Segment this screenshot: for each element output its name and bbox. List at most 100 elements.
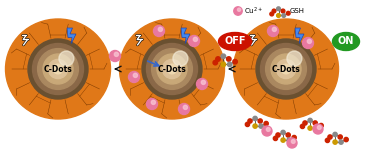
Ellipse shape <box>6 19 110 119</box>
Ellipse shape <box>119 19 225 119</box>
Circle shape <box>314 126 318 130</box>
Circle shape <box>318 126 321 129</box>
Circle shape <box>272 27 276 31</box>
Circle shape <box>147 98 158 109</box>
Circle shape <box>287 11 290 15</box>
Circle shape <box>178 103 189 114</box>
Circle shape <box>291 140 295 143</box>
Text: GSH: GSH <box>290 8 305 14</box>
Circle shape <box>151 100 155 104</box>
Circle shape <box>268 26 279 37</box>
Circle shape <box>282 14 286 17</box>
Circle shape <box>281 130 285 135</box>
Circle shape <box>339 140 343 144</box>
Circle shape <box>173 51 188 66</box>
Circle shape <box>319 123 323 128</box>
Circle shape <box>183 105 187 109</box>
Circle shape <box>157 54 187 84</box>
Circle shape <box>328 135 332 139</box>
Circle shape <box>226 57 231 61</box>
Circle shape <box>303 121 307 125</box>
Circle shape <box>333 132 337 137</box>
Circle shape <box>266 128 270 131</box>
Circle shape <box>114 52 118 56</box>
Circle shape <box>276 133 280 137</box>
Polygon shape <box>181 28 190 43</box>
Circle shape <box>153 26 164 37</box>
Circle shape <box>259 124 263 128</box>
Circle shape <box>313 124 323 134</box>
Circle shape <box>277 7 280 11</box>
Circle shape <box>307 39 311 43</box>
Circle shape <box>270 12 274 16</box>
Circle shape <box>158 27 163 31</box>
Circle shape <box>308 126 312 130</box>
Polygon shape <box>67 28 76 43</box>
Circle shape <box>302 37 313 48</box>
Circle shape <box>253 124 257 128</box>
Circle shape <box>271 54 301 84</box>
Ellipse shape <box>333 32 359 50</box>
Circle shape <box>213 60 218 65</box>
Circle shape <box>258 119 262 123</box>
Circle shape <box>37 49 78 89</box>
Circle shape <box>201 80 206 84</box>
Circle shape <box>110 50 121 61</box>
Circle shape <box>59 51 74 66</box>
Text: ON: ON <box>338 37 354 47</box>
Circle shape <box>53 64 63 74</box>
Circle shape <box>43 54 73 84</box>
Circle shape <box>234 7 242 15</box>
Text: C-Dots: C-Dots <box>158 64 186 74</box>
Circle shape <box>276 59 296 79</box>
Circle shape <box>48 59 68 79</box>
Circle shape <box>313 121 317 125</box>
Circle shape <box>325 138 330 143</box>
Circle shape <box>129 72 139 82</box>
Circle shape <box>338 135 342 139</box>
Polygon shape <box>295 28 304 43</box>
Circle shape <box>193 37 197 41</box>
Circle shape <box>273 136 277 141</box>
Circle shape <box>266 49 307 89</box>
Circle shape <box>237 8 241 11</box>
Circle shape <box>287 51 302 66</box>
Circle shape <box>333 140 337 144</box>
Circle shape <box>281 138 285 142</box>
Text: C-Dots: C-Dots <box>272 64 301 74</box>
Circle shape <box>163 59 181 79</box>
Circle shape <box>256 39 316 99</box>
Circle shape <box>281 64 291 74</box>
Circle shape <box>292 135 296 140</box>
Circle shape <box>248 119 252 123</box>
Circle shape <box>287 138 297 148</box>
Circle shape <box>133 73 138 77</box>
Circle shape <box>221 54 226 59</box>
Circle shape <box>308 118 312 123</box>
Circle shape <box>260 43 311 95</box>
Circle shape <box>216 57 220 61</box>
Circle shape <box>287 138 291 142</box>
Circle shape <box>221 62 226 67</box>
Text: Cu$^{2+}$: Cu$^{2+}$ <box>244 5 263 17</box>
Circle shape <box>264 121 268 126</box>
Text: OFF: OFF <box>224 37 246 47</box>
Circle shape <box>189 35 200 47</box>
Circle shape <box>281 9 285 13</box>
Circle shape <box>167 64 177 74</box>
Ellipse shape <box>234 19 339 119</box>
Circle shape <box>277 14 280 17</box>
Circle shape <box>33 43 84 95</box>
Circle shape <box>152 49 192 89</box>
Circle shape <box>301 124 305 129</box>
Ellipse shape <box>218 32 251 50</box>
Circle shape <box>245 122 249 127</box>
Circle shape <box>147 43 197 95</box>
Circle shape <box>272 9 276 13</box>
Circle shape <box>233 59 237 64</box>
Circle shape <box>344 137 348 142</box>
Circle shape <box>228 62 232 67</box>
Circle shape <box>28 39 88 99</box>
Text: C-Dots: C-Dots <box>43 64 72 74</box>
Circle shape <box>286 133 290 137</box>
